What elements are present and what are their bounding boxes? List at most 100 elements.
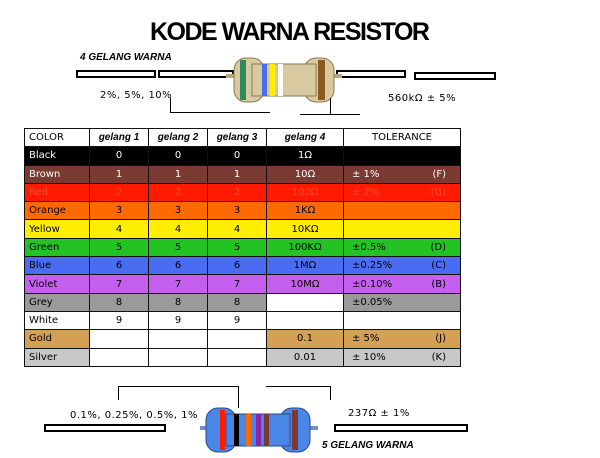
band1-cell: 2 bbox=[89, 182, 149, 203]
band3-cell: 9 bbox=[207, 310, 267, 331]
table-row: Gold 0.1 ± 5% (J) bbox=[24, 329, 461, 349]
band2-cell: 5 bbox=[148, 237, 208, 258]
band1-cell: 7 bbox=[89, 274, 149, 294]
tolerance-value: ± 10% bbox=[352, 351, 386, 363]
top-resistor-icon bbox=[226, 57, 342, 103]
tolerance-code: (K) bbox=[431, 351, 446, 363]
top-left-lead-box-2 bbox=[158, 70, 234, 78]
color-name-cell: Brown bbox=[24, 164, 90, 184]
tolerance-cell bbox=[343, 219, 461, 239]
bottom-right-bracket-h bbox=[266, 386, 330, 387]
tolerance-value: ± 2% bbox=[352, 187, 380, 199]
header-band2: gelang 2 bbox=[148, 127, 208, 148]
tolerance-value: ±0.5% bbox=[352, 241, 386, 253]
band1-cell: 4 bbox=[89, 219, 149, 239]
band2-cell: 7 bbox=[148, 274, 208, 294]
band3-cell: 8 bbox=[207, 292, 267, 312]
color-name-cell: Red bbox=[24, 182, 90, 203]
band1-cell: 0 bbox=[89, 146, 149, 166]
tolerance-cell: ±0.25% (C) bbox=[343, 256, 461, 276]
top-right-lead-box-2 bbox=[414, 72, 496, 80]
tolerance-code: (F) bbox=[432, 168, 446, 180]
multiplier-cell: 1Ω bbox=[266, 146, 344, 166]
bottom-left-bracket-v2 bbox=[238, 386, 239, 408]
bottom-band-count-label: 5 GELANG WARNA bbox=[322, 440, 414, 451]
multiplier-cell: 100KΩ bbox=[266, 237, 344, 258]
tolerance-cell: ± 2% (G) bbox=[343, 182, 461, 203]
header-band1: gelang 1 bbox=[89, 127, 149, 148]
top-right-lead-box bbox=[336, 70, 406, 78]
table-row: Violet 7 7 7 10MΩ ±0.10% (B) bbox=[24, 274, 461, 294]
band1-cell: 9 bbox=[89, 310, 149, 331]
bottom-left-bracket bbox=[118, 386, 119, 400]
header-band4: gelang 4 bbox=[266, 127, 344, 148]
tolerance-cell: ±0.5% (D) bbox=[343, 237, 461, 258]
band1-cell: 3 bbox=[89, 201, 149, 221]
band3-cell: 6 bbox=[207, 256, 267, 276]
band3-cell bbox=[207, 329, 267, 349]
band2-cell bbox=[148, 329, 208, 349]
top-left-lead-box bbox=[76, 70, 156, 78]
bottom-tolerance-note: 0.1%, 0.25%, 0.5%, 1% bbox=[70, 410, 199, 421]
color-name-cell: Violet bbox=[24, 274, 90, 294]
color-code-table: COLOR gelang 1 gelang 2 gelang 3 gelang … bbox=[24, 127, 461, 367]
band2-cell: 9 bbox=[148, 310, 208, 331]
table-row: Yellow 4 4 4 10KΩ bbox=[24, 219, 461, 239]
band1-cell bbox=[89, 329, 149, 349]
tolerance-value: ±0.10% bbox=[352, 278, 393, 290]
top-tolerance-note: 2%, 5%, 10% bbox=[100, 90, 173, 101]
color-name-cell: Black bbox=[24, 146, 90, 166]
tolerance-code: (D) bbox=[430, 241, 446, 253]
tolerance-cell: ± 10% (K) bbox=[343, 347, 461, 367]
tolerance-value: ± 5% bbox=[352, 333, 380, 345]
band3-cell: 7 bbox=[207, 274, 267, 294]
table-row: Grey 8 8 8 ±0.05% bbox=[24, 292, 461, 312]
table-row: Black 0 0 0 1Ω bbox=[24, 146, 461, 166]
color-name-cell: Orange bbox=[24, 201, 90, 221]
tolerance-cell: ±0.10% (B) bbox=[343, 274, 461, 294]
top-band-count-label: 4 GELANG WARNA bbox=[80, 52, 172, 63]
table-row: Blue 6 6 6 1MΩ ±0.25% (C) bbox=[24, 256, 461, 276]
band3-cell: 4 bbox=[207, 219, 267, 239]
band2-cell: 8 bbox=[148, 292, 208, 312]
multiplier-cell: 10Ω bbox=[266, 164, 344, 184]
table-row: Silver 0.01 ± 10% (K) bbox=[24, 347, 461, 367]
color-name-cell: Gold bbox=[24, 329, 90, 349]
band3-cell: 5 bbox=[207, 237, 267, 258]
color-name-cell: Grey bbox=[24, 292, 90, 312]
tolerance-value: ±0.25% bbox=[352, 260, 393, 272]
color-name-cell: Silver bbox=[24, 347, 90, 367]
page-title: KODE WARNA RESISTOR bbox=[150, 18, 430, 46]
tolerance-cell bbox=[343, 146, 461, 166]
bottom-left-bracket-h bbox=[118, 386, 238, 387]
tolerance-cell: ± 1% (F) bbox=[343, 164, 461, 184]
table-row: Brown 1 1 1 10Ω ± 1% (F) bbox=[24, 164, 461, 184]
band3-cell: 2 bbox=[207, 182, 267, 203]
color-name-cell: White bbox=[24, 310, 90, 331]
band3-cell: 1 bbox=[207, 164, 267, 184]
band2-cell: 1 bbox=[148, 164, 208, 184]
table-header-row: COLOR gelang 1 gelang 2 gelang 3 gelang … bbox=[24, 127, 461, 148]
band3-cell: 3 bbox=[207, 201, 267, 221]
multiplier-cell: 0.01 bbox=[266, 347, 344, 367]
tolerance-code: (G) bbox=[430, 187, 446, 199]
band3-cell bbox=[207, 347, 267, 367]
top-right-bracket-h bbox=[300, 114, 360, 115]
multiplier-cell bbox=[266, 310, 344, 331]
top-left-bracket bbox=[170, 98, 171, 112]
band1-cell: 6 bbox=[89, 256, 149, 276]
header-tolerance: TOLERANCE bbox=[343, 127, 461, 148]
tolerance-code: (C) bbox=[431, 260, 446, 272]
multiplier-cell: 1KΩ bbox=[266, 201, 344, 221]
bottom-value-note: 237Ω ± 1% bbox=[348, 408, 410, 419]
header-color: COLOR bbox=[24, 127, 90, 148]
bottom-left-lead-box bbox=[44, 424, 166, 432]
tolerance-cell bbox=[343, 310, 461, 331]
band1-cell: 1 bbox=[89, 164, 149, 184]
band2-cell: 6 bbox=[148, 256, 208, 276]
header-band3: gelang 3 bbox=[207, 127, 267, 148]
band2-cell: 2 bbox=[148, 182, 208, 203]
band2-cell bbox=[148, 347, 208, 367]
multiplier-cell: 0.1 bbox=[266, 329, 344, 349]
tolerance-code: (J) bbox=[435, 333, 446, 345]
